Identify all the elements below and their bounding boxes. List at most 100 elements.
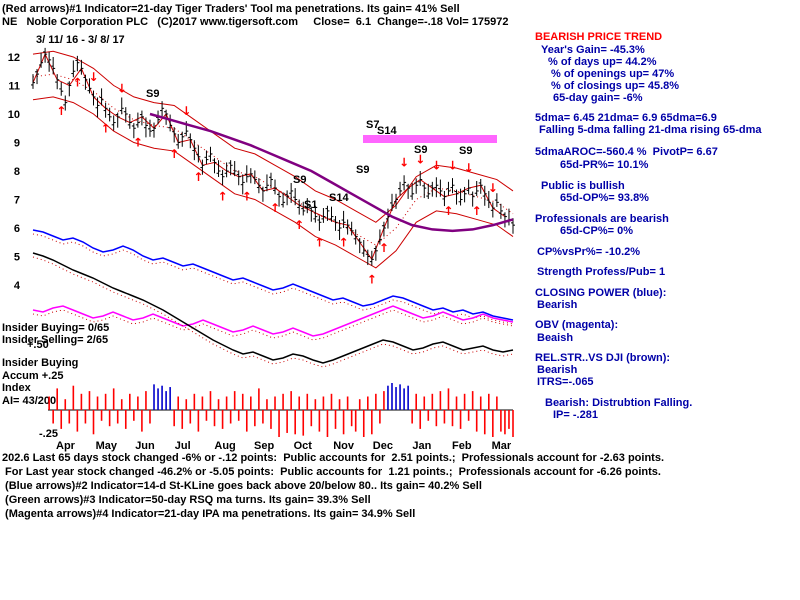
accum-index-label-1: Insider Buying bbox=[2, 357, 78, 369]
y-axis-label: 6 bbox=[14, 223, 20, 235]
buy-arrow-icon: ↑ bbox=[314, 235, 324, 249]
stat-line: Beaish bbox=[537, 332, 574, 344]
buy-arrow-icon: ↑ bbox=[72, 76, 82, 90]
buy-arrow-icon: ↑ bbox=[133, 136, 143, 150]
sell-arrow-icon: ↓ bbox=[464, 161, 474, 175]
signal-label: S14 bbox=[377, 125, 397, 137]
month-label: Mar bbox=[492, 440, 512, 452]
signal-label: S9 bbox=[459, 145, 472, 157]
buy-arrow-icon: ↑ bbox=[56, 104, 66, 118]
obv-line bbox=[32, 305, 514, 337]
stat-line: BEARISH PRICE TREND bbox=[535, 31, 663, 43]
sell-arrow-icon: ↓ bbox=[117, 81, 127, 95]
month-label: Sep bbox=[254, 440, 274, 452]
rel-str-line bbox=[32, 252, 514, 364]
stat-line: Bearish: Distrubtion Falling. bbox=[545, 397, 693, 409]
buy-arrow-icon: ↑ bbox=[472, 204, 482, 218]
buy-arrow-icon: ↑ bbox=[367, 272, 377, 286]
buy-arrow-icon: ↑ bbox=[379, 241, 389, 255]
signal-label: S7 bbox=[366, 119, 379, 131]
month-label: Apr bbox=[56, 440, 76, 452]
y-axis-label: 10 bbox=[8, 109, 20, 121]
obv-line-ma-dotted bbox=[32, 309, 514, 341]
buy-arrow-icon: ↑ bbox=[242, 190, 252, 204]
closing-power-line bbox=[32, 229, 514, 321]
stat-line: 65d-PR%= 10.1% bbox=[560, 159, 649, 171]
y-axis-label: 7 bbox=[14, 195, 20, 207]
month-label: Jun bbox=[135, 440, 155, 452]
sell-arrow-icon: ↓ bbox=[88, 70, 98, 84]
buy-arrow-icon: ↑ bbox=[294, 218, 304, 232]
month-label: Jan bbox=[412, 440, 431, 452]
signal-label: S14 bbox=[329, 192, 349, 204]
sell-arrow-icon: ↓ bbox=[447, 158, 457, 172]
stat-line: Falling 5-dma falling 21-dma rising 65-d… bbox=[539, 124, 762, 136]
accum-scale-minus-label: -.25 bbox=[39, 428, 58, 440]
month-label: Oct bbox=[294, 440, 313, 452]
upper-band-line bbox=[32, 50, 514, 223]
stat-line: Year's Gain= -45.3% bbox=[541, 44, 645, 56]
sell-arrow-icon: ↓ bbox=[415, 153, 425, 167]
stat-line: 65d-CP%= 0% bbox=[560, 225, 634, 237]
stat-line: Professionals are bearish bbox=[535, 213, 669, 225]
accum-index-label-2: Accum +.25 bbox=[2, 370, 63, 382]
sell-arrow-icon: ↓ bbox=[488, 181, 498, 195]
month-label: Aug bbox=[214, 440, 235, 452]
stat-line: Bearish bbox=[537, 364, 578, 376]
footer-line: For Last year stock changed -46.2% or -5… bbox=[2, 466, 661, 478]
stat-line: % of days up= 44.2% bbox=[548, 56, 657, 68]
footer-line: (Magenta arrows)#4 Indicator=21-day IPA … bbox=[2, 508, 416, 520]
signal-label: S9 bbox=[356, 164, 369, 176]
stat-line: IP= -.281 bbox=[553, 409, 598, 421]
insider-buying-label: Insider Buying= 0/65 bbox=[2, 322, 109, 334]
month-label: Feb bbox=[452, 440, 472, 452]
footer-line: 202.6 Last 65 days stock changed -6% or … bbox=[2, 452, 665, 464]
sell-arrow-icon: ↓ bbox=[399, 155, 409, 169]
stat-line: 65-day gain= -6% bbox=[553, 92, 643, 104]
buy-arrow-icon: ↑ bbox=[218, 190, 228, 204]
signal-label: S9 bbox=[414, 144, 427, 156]
buy-arrow-icon: ↑ bbox=[101, 121, 111, 135]
stat-line: Public is bullish bbox=[541, 180, 625, 192]
date-range-label: 3/ 11/ 16 - 3/ 8/ 17 bbox=[36, 34, 125, 46]
indicator1-header-line: (Red arrows)#1 Indicator=21-day Tiger Tr… bbox=[2, 3, 460, 15]
signal-label: S9 bbox=[146, 88, 159, 100]
sell-arrow-icon: ↓ bbox=[181, 104, 191, 118]
stat-line: 65d-OP%= 93.8% bbox=[560, 192, 649, 204]
y-axis-label: 5 bbox=[14, 252, 20, 264]
accum-scale-plus-label: +.50 bbox=[27, 339, 49, 351]
lower-band-line bbox=[32, 96, 514, 269]
stat-line: CP%vsPr%= -10.2% bbox=[537, 246, 641, 258]
ma65-line bbox=[149, 112, 514, 233]
stat-line: % of closings up= 45.8% bbox=[551, 80, 680, 92]
sell-arrow-icon: ↓ bbox=[431, 158, 441, 172]
buy-arrow-icon: ↑ bbox=[339, 235, 349, 249]
signal-label: S1 bbox=[304, 199, 317, 211]
price-chart: 12 11 10 9 8 7 6 5 4 3/ 11/ 16 - 3/ 8/ 17 ↑ ↑ ↑ ↑ ↑ ↑ ↑ ↑… bbox=[2, 34, 515, 452]
accum-index-label-4: AI= 43/200 bbox=[2, 395, 56, 407]
y-axis-label: 9 bbox=[14, 138, 20, 150]
buy-arrow-icon: ↑ bbox=[193, 170, 203, 184]
accum-index-label-3: Index bbox=[2, 382, 32, 394]
y-axis-label: 4 bbox=[14, 280, 21, 292]
footer-line: (Green arrows)#3 Indicator=50-day RSQ ma… bbox=[2, 494, 371, 506]
y-axis-label: 11 bbox=[8, 81, 20, 93]
buy-arrow-icon: ↑ bbox=[169, 147, 179, 161]
buy-arrow-icon: ↑ bbox=[443, 204, 453, 218]
y-axis-label: 8 bbox=[14, 166, 20, 178]
stat-line: Strength Profess/Pub= 1 bbox=[537, 266, 666, 278]
stat-line: ITRS=-.065 bbox=[537, 376, 594, 388]
month-label: Jul bbox=[175, 440, 191, 452]
stock-title-line: NE Noble Corporation PLC (C)2017 www.tig… bbox=[2, 16, 509, 28]
closing-power-line-ma-dotted bbox=[32, 233, 514, 325]
stat-line: REL.STR..VS DJI (brown): bbox=[535, 352, 671, 364]
stat-line: % of openings up= 47% bbox=[551, 68, 675, 80]
stat-line: 5dmaAROC=-560.4 % PivotP= 6.67 bbox=[535, 146, 718, 158]
buy-arrow-icon: ↑ bbox=[270, 201, 280, 215]
signal-label: S9 bbox=[293, 174, 306, 186]
y-axis-label: 12 bbox=[8, 52, 20, 64]
stat-line: OBV (magenta): bbox=[535, 319, 619, 331]
ma5-line bbox=[32, 52, 506, 261]
month-label: Nov bbox=[333, 440, 355, 452]
